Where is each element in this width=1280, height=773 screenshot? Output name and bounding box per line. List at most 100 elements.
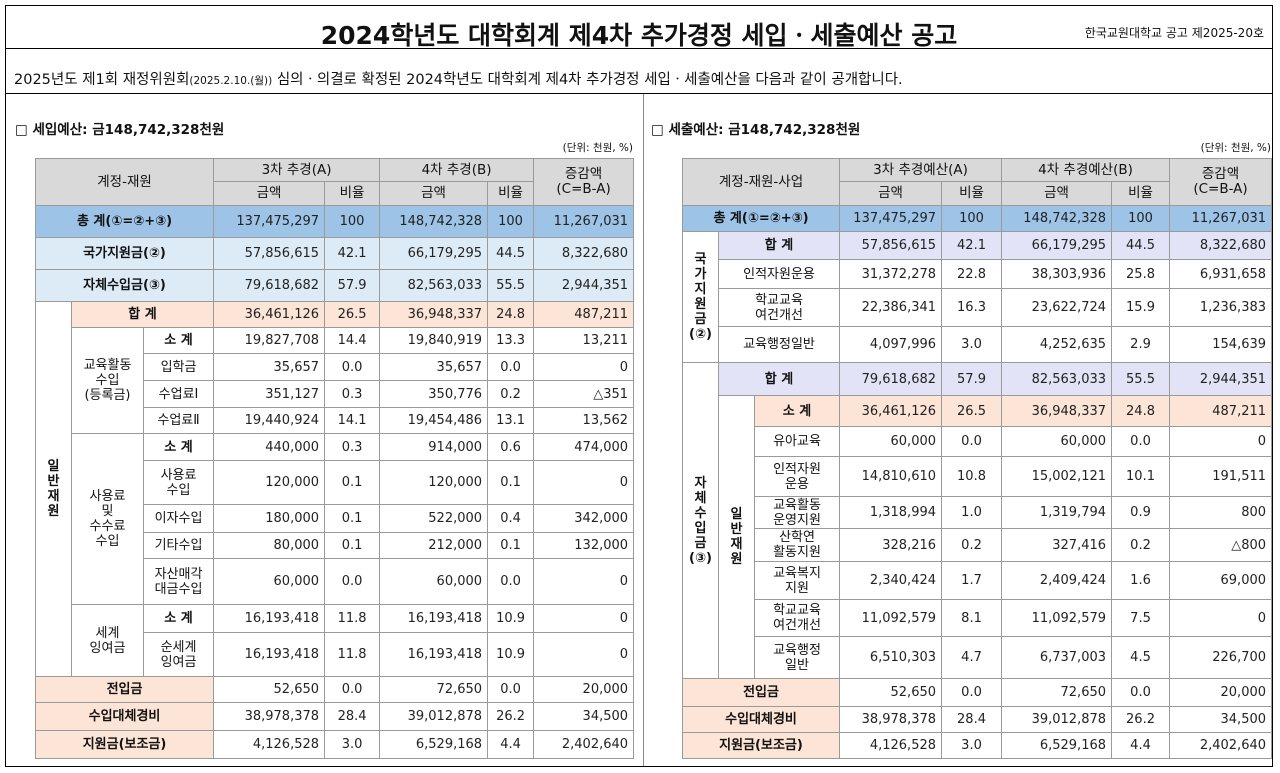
amount-cell: 0 — [533, 604, 635, 633]
amount-cell: 350,776 — [379, 380, 489, 408]
ratio-cell: 28.4 — [324, 702, 381, 731]
table-row: 총 계(①=②+③) 137,475,297 100 148,742,328 100 11… — [681, 205, 1273, 232]
column-header: 금액 — [213, 181, 326, 206]
row-label: 수입대체경비 — [34, 702, 215, 731]
amount-cell: 66,179,295 — [1001, 231, 1113, 260]
amount-cell: 148,742,328 — [1001, 205, 1113, 232]
amount-cell: 4,097,996 — [839, 326, 943, 363]
table-row: 자체수입금(③) 79,618,682 57.9 82,563,033 55.5 2,94… — [34, 269, 635, 302]
ratio-cell: 0.0 — [941, 426, 1003, 457]
ratio-cell: 2.9 — [1111, 326, 1171, 363]
amount-cell: 60,000 — [1001, 426, 1113, 457]
amount-cell: 137,475,297 — [213, 205, 326, 238]
amount-cell: 16,193,418 — [213, 604, 326, 633]
amount-cell: 15,002,121 — [1001, 456, 1113, 497]
table-row: 사용료 및 수수료 수입 소 계 440,000 0.3 914,000 0.6 474,0… — [36, 433, 635, 605]
amount-cell: 69,000 — [1169, 561, 1273, 600]
amount-cell: 487,211 — [533, 301, 635, 328]
table-row: 지원금(보조금) 4,126,528 3.0 6,529,168 4.4 2,402,64… — [681, 732, 1273, 759]
ratio-cell: 0.2 — [487, 380, 535, 408]
amount-cell: 72,650 — [1001, 678, 1113, 707]
table-row: 산학연 활동지원 328,216 0.2 327,416 0.2 △800 — [683, 528, 1273, 562]
row-label: 소 계 — [753, 395, 841, 427]
row-label: 자 체 수 입 금 (③) — [682, 362, 719, 679]
amount-cell: 38,978,378 — [213, 702, 326, 731]
table-row: 교육활동 운영지원 1,318,994 1.0 1,319,794 0.9 800 — [683, 496, 1273, 529]
row-label: 합 계 — [717, 362, 841, 396]
ratio-cell: 0.1 — [487, 532, 535, 559]
amount-cell: 38,978,378 — [839, 706, 943, 733]
ratio-cell: 100 — [1111, 205, 1171, 232]
ratio-cell: 11.8 — [324, 632, 381, 677]
column-header: 금액 — [839, 181, 943, 206]
amount-cell: 1,318,994 — [839, 496, 943, 529]
amount-cell: 36,948,337 — [379, 301, 489, 328]
table-row: 세계 잉여금 소 계 16,193,418 11.8 16,193,418 10.9 0 — [36, 604, 635, 677]
amount-cell: 52,650 — [213, 676, 326, 703]
ratio-cell: 1.0 — [941, 496, 1003, 529]
amount-cell: 19,440,924 — [213, 407, 326, 434]
amount-cell: 522,000 — [379, 504, 489, 533]
table-row: 인적자원 운용 14,810,610 10.8 15,002,121 10.1 191,5… — [683, 456, 1273, 497]
ratio-cell: 0.6 — [487, 433, 535, 461]
ratio-cell: 11.8 — [324, 604, 381, 633]
unit-note: (단위: 천원, %) — [562, 142, 633, 154]
amount-cell: △800 — [1169, 528, 1273, 562]
amount-cell: 39,012,878 — [379, 702, 489, 731]
table-row: 자산매각 대금수입 60,000 0.0 60,000 0.0 0 — [36, 558, 635, 605]
amount-cell: 328,216 — [839, 528, 943, 562]
amount-cell: 2,402,640 — [533, 730, 635, 759]
ratio-cell: 0.0 — [1111, 678, 1171, 707]
amount-cell: 2,340,424 — [839, 561, 943, 600]
ratio-cell: 4.4 — [487, 730, 535, 759]
ratio-cell: 10.8 — [941, 456, 1003, 497]
amount-cell: 327,416 — [1001, 528, 1113, 562]
amount-cell: 6,737,003 — [1001, 636, 1113, 679]
ratio-cell: 44.5 — [1111, 231, 1171, 260]
row-label: 교육활동 수입 (등록금) — [71, 327, 144, 434]
table-row: 수입대체경비 38,978,378 28.4 39,012,878 26.2 34,500 — [681, 706, 1273, 733]
ratio-cell: 57.9 — [941, 362, 1003, 396]
amount-cell: 22,386,341 — [839, 288, 943, 327]
column-header: 3차 추경(A) — [213, 158, 381, 182]
amount-cell: △351 — [533, 380, 635, 408]
ratio-cell: 42.1 — [324, 237, 381, 270]
ratio-cell: 28.4 — [941, 706, 1003, 733]
amount-cell: 60,000 — [839, 426, 943, 457]
ratio-cell: 0.1 — [324, 460, 381, 505]
notice-text: 2025년도 제1회 재정위원회 — [14, 72, 190, 88]
divider — [6, 48, 1272, 49]
amount-cell: 8,322,680 — [533, 237, 635, 270]
ratio-cell: 57.9 — [324, 269, 381, 302]
ratio-cell: 26.2 — [487, 702, 535, 731]
amount-cell: 11,092,579 — [839, 599, 943, 637]
amount-cell: 6,529,168 — [379, 730, 489, 759]
amount-cell: 137,475,297 — [839, 205, 943, 232]
row-label: 유아교육 — [753, 426, 841, 457]
ratio-cell: 15.9 — [1111, 288, 1171, 327]
column-header: 비율 — [941, 181, 1003, 206]
revenue-table: 계정-재원 3차 추경(A) 4차 추경(B) 증감액 (C=B-A) 금액 비율 금액 비율… — [34, 158, 635, 759]
amount-cell: 16,193,418 — [379, 632, 489, 677]
column-header: 계정-재원 — [34, 158, 215, 206]
title: 2024학년도 대학회계 제4차 추가경정 세입ㆍ세출예산 공고 — [320, 21, 958, 50]
amount-cell: 191,511 — [1169, 456, 1273, 497]
amount-cell: 4,126,528 — [839, 732, 943, 759]
ratio-cell: 0.2 — [941, 528, 1003, 562]
column-header: 4차 추경(B) — [379, 158, 535, 182]
row-label: 순세계 잉여금 — [142, 632, 215, 677]
amount-cell: 13,211 — [533, 327, 635, 354]
row-label: 학교교육 여건개선 — [753, 599, 841, 637]
row-label: 산학연 활동지원 — [753, 528, 841, 562]
amount-cell: 6,529,168 — [1001, 732, 1113, 759]
amount-cell: 1,236,383 — [1169, 288, 1273, 327]
ratio-cell: 16.3 — [941, 288, 1003, 327]
amount-cell: 154,639 — [1169, 326, 1273, 363]
ratio-cell: 1.6 — [1111, 561, 1171, 600]
amount-cell: 20,000 — [533, 676, 635, 703]
column-header: 금액 — [379, 181, 489, 206]
amount-cell: 212,000 — [379, 532, 489, 559]
table-row: 입학금 35,657 0.0 35,657 0.0 0 — [36, 353, 635, 381]
